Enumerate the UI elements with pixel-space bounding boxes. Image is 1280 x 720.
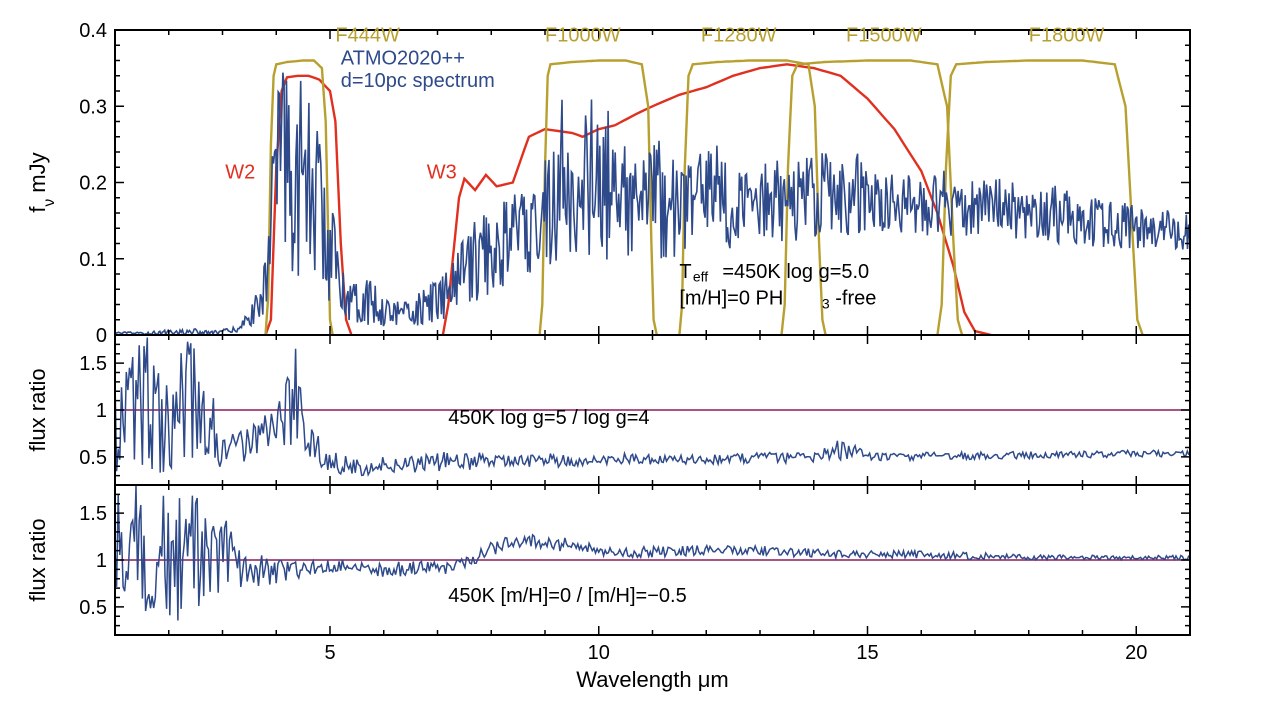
- model-params-annot: T: [679, 261, 691, 283]
- top-ylabel: fν mJy: [25, 152, 58, 212]
- model-params-annot-sub: 3: [822, 295, 830, 311]
- y-tick-label: 0.4: [79, 20, 107, 42]
- spectrum-figure: 0 0.1 0.2 0.3 0.4 0.5 1 1.5 5 10 15 20 0.5 1 1.5 fν mJy…: [0, 0, 1280, 720]
- x-axis-label: Wavelength μm: [576, 667, 728, 692]
- filter-label: F444W: [335, 24, 400, 46]
- filter-label: F1800W: [1029, 24, 1105, 46]
- filter-label: ATMO2020++: [341, 47, 465, 69]
- model-params-annot: -free: [835, 288, 876, 310]
- y-tick-label: 1.5: [79, 503, 107, 525]
- bot-note: 450K [m/H]=0 / [m/H]=−0.5: [448, 585, 686, 607]
- y-tick-label: 1: [96, 550, 107, 572]
- bot-ylabel: flux ratio: [25, 518, 50, 601]
- model-params-annot-sub: eff: [693, 269, 708, 285]
- model-params-annot: =450K log g=5.0: [722, 261, 869, 283]
- filter-label: F1500W: [846, 24, 922, 46]
- mid-ylabel: flux ratio: [25, 368, 50, 451]
- filter-label: F1000W: [545, 24, 621, 46]
- filter-label: d=10pc spectrum: [341, 70, 495, 92]
- y-tick-label: 0.2: [79, 173, 107, 195]
- y-tick-label: 0.5: [79, 447, 107, 469]
- y-tick-label: 0.5: [79, 597, 107, 619]
- bot-axes: 5 10 15 20 0.5 1 1.5: [79, 485, 1190, 664]
- x-tick-label: 15: [856, 642, 878, 664]
- top-panel-content: [115, 61, 1190, 336]
- y-tick-label: 0.1: [79, 249, 107, 271]
- x-tick-label: 20: [1125, 642, 1147, 664]
- mid-flux-ratio: [115, 338, 1189, 476]
- model-params-annot: [m/H]=0 PH: [679, 288, 783, 310]
- y-tick-label: 1.5: [79, 353, 107, 375]
- filter-label: F1280W: [701, 24, 777, 46]
- filter-label: W3: [427, 162, 457, 184]
- y-tick-label: 0: [96, 325, 107, 347]
- filter-label: W2: [225, 162, 255, 184]
- y-tick-label: 1: [96, 400, 107, 422]
- mid-panel-content: [115, 338, 1190, 476]
- y-tick-label: 0.3: [79, 96, 107, 118]
- x-tick-label: 5: [324, 642, 335, 664]
- x-tick-label: 10: [588, 642, 610, 664]
- mid-note: 450K log g=5 / log g=4: [448, 407, 649, 429]
